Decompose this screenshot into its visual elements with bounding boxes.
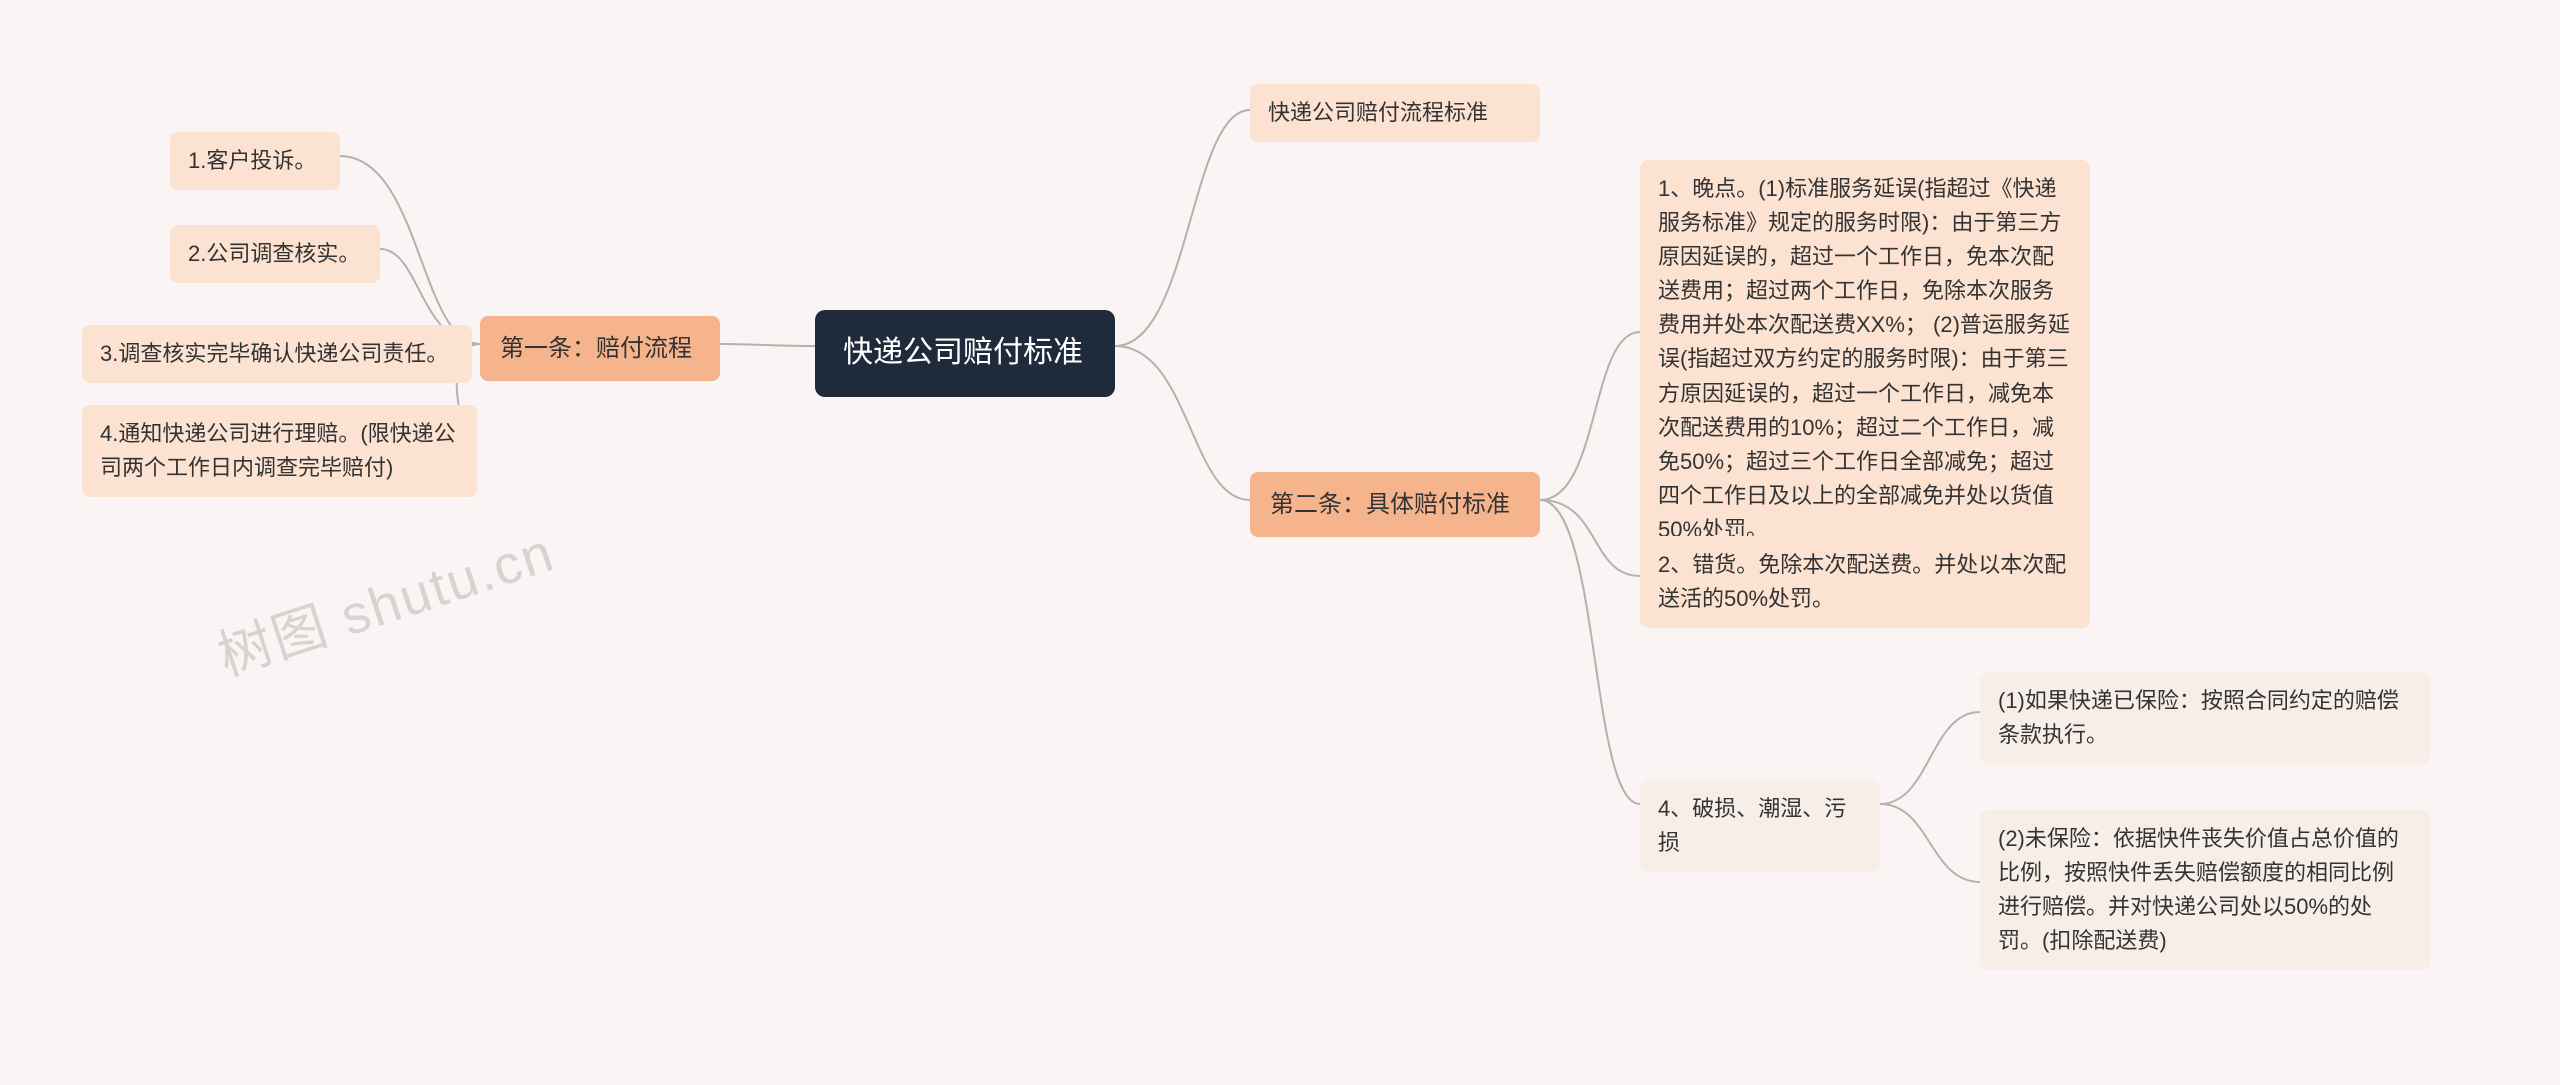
- leaf-right-2[interactable]: 2、错货。免除本次配送费。并处以本次配送活的50%处罚。: [1640, 536, 2090, 628]
- leaf-left-1[interactable]: 1.客户投诉。: [170, 132, 340, 190]
- leaf-right-3[interactable]: 4、破损、潮湿、污损: [1640, 780, 1880, 872]
- leaf-left-4[interactable]: 4.通知快递公司进行理赔。(限快递公司两个工作日内调查完毕赔付): [82, 405, 477, 497]
- leaf-right-1[interactable]: 1、晚点。(1)标准服务延误(指超过《快递服务标准》规定的服务时限)：由于第三方…: [1640, 160, 2090, 559]
- watermark-1: 树图 shutu.cn: [206, 508, 562, 691]
- branch-right[interactable]: 第二条：具体赔付标准: [1250, 472, 1540, 537]
- leaf-left-2[interactable]: 2.公司调查核实。: [170, 225, 380, 283]
- leaf-right-3-1[interactable]: (1)如果快递已保险：按照合同约定的赔偿条款执行。: [1980, 672, 2430, 764]
- root-node[interactable]: 快递公司赔付标准: [815, 310, 1115, 397]
- leaf-right-top[interactable]: 快递公司赔付流程标准: [1250, 84, 1540, 142]
- branch-left[interactable]: 第一条：赔付流程: [480, 316, 720, 381]
- leaf-right-3-2[interactable]: (2)未保险：依据快件丧失价值占总价值的比例，按照快件丢失赔偿额度的相同比例进行…: [1980, 810, 2430, 970]
- leaf-left-3[interactable]: 3.调查核实完毕确认快递公司责任。: [82, 325, 472, 383]
